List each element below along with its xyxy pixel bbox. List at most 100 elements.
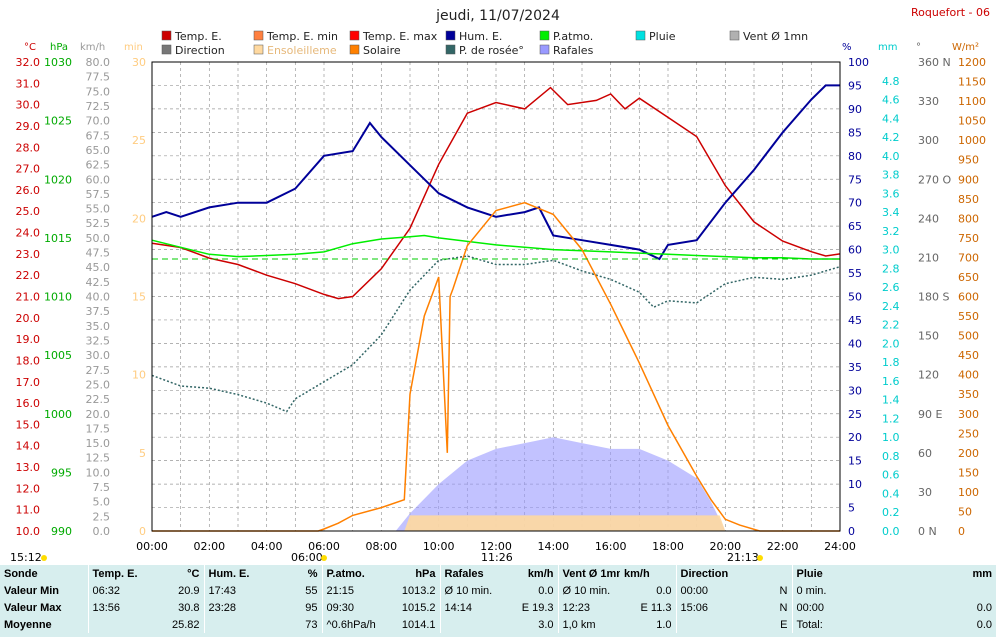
hdr-gust: Rafales <box>439 565 500 582</box>
rain-tick-label: 0.8 <box>882 450 900 463</box>
wind-tick-label: 35.0 <box>86 320 111 333</box>
chart-title: jeudi, 11/07/2024 <box>435 8 560 24</box>
press-value: 1014.1 <box>401 618 436 631</box>
humidity-tick-label: 70 <box>848 197 862 210</box>
series-hum-e--line <box>151 84 840 261</box>
series-p-atmo--line <box>151 234 840 260</box>
legend-label: Ensoleilleme <box>267 44 337 57</box>
wind-tick-label: 5.0 <box>93 496 111 509</box>
solar-tick-label: 950 <box>958 154 979 167</box>
rain-time: Total: <box>791 616 858 633</box>
x-tick-label: 20:00 <box>709 540 741 553</box>
hum-value: 73 <box>305 618 318 631</box>
solar-tick-label: 500 <box>958 330 979 343</box>
solar-axis-unit: W/m² <box>952 42 979 53</box>
wind-tick-label: 42.5 <box>86 276 111 289</box>
wind-tick-label: 45.0 <box>86 261 111 274</box>
sunshine-tick-label: 30 <box>132 56 146 69</box>
dir-time: 15:06 <box>675 599 768 616</box>
solar-tick-label: 650 <box>958 271 979 284</box>
legend-label: Temp. E. <box>174 30 222 43</box>
summary-header-row: Sonde Temp. E. °C Hum. E. % P.atmo. hPa … <box>0 565 996 582</box>
humidity-tick-label: 25 <box>848 408 862 421</box>
legend-swatch <box>445 30 456 41</box>
summary-row-min: Valeur Min 06:32 20.9 17:43 55 21:15 101… <box>0 582 996 599</box>
temp-tick-label: 14.0 <box>16 440 41 453</box>
sunrise-marker: 06:00 <box>291 551 323 564</box>
legend-swatch <box>445 44 456 55</box>
wind-tick-label: 77.5 <box>86 71 111 84</box>
humidity-axis-unit: % <box>842 42 852 53</box>
wind-tick-label: 12.5 <box>86 452 111 465</box>
sunset-marker: 21:13 <box>727 551 759 564</box>
wind-tick-label: 55.0 <box>86 203 111 216</box>
solar-tick-label: 600 <box>958 291 979 304</box>
humidity-tick-label: 100 <box>848 56 869 69</box>
legend-label: P.atmo. <box>553 30 593 43</box>
humidity-tick-label: 80 <box>848 150 862 163</box>
dir-value: N <box>779 584 788 597</box>
plot-frame <box>151 61 841 532</box>
sunshine-tick-label: 15 <box>132 291 146 304</box>
hdr-rain-unit: mm <box>972 567 992 580</box>
temp-tick-label: 15.0 <box>16 418 41 431</box>
x-tick-label: 24:00 <box>824 540 856 553</box>
x-tick-label: 02:00 <box>193 540 225 553</box>
rain-tick-label: 3.6 <box>882 187 900 200</box>
solar-tick-label: 850 <box>958 193 979 206</box>
series-ensoleilleme-area <box>152 515 840 531</box>
legend-label: Direction <box>175 44 225 57</box>
solar-tick-label: 1150 <box>958 76 986 89</box>
legend-swatch <box>539 30 550 41</box>
x-tick-label: 18:00 <box>652 540 684 553</box>
sunshine-axis-unit: min <box>124 42 143 53</box>
solar-tick-label: 1000 <box>958 134 986 147</box>
rain-tick-label: 4.2 <box>882 131 900 144</box>
wind-tick-label: 30.0 <box>86 349 111 362</box>
temp-time <box>87 616 144 633</box>
wind-time: 1,0 km <box>557 616 620 633</box>
hum-time: 23:28 <box>203 599 274 616</box>
pressure-tick-label: 995 <box>51 466 72 479</box>
solar-tick-label: 150 <box>958 466 979 479</box>
rain-tick-label: 2.8 <box>882 262 900 275</box>
solar-tick-label: 350 <box>958 388 979 401</box>
legend-swatch <box>161 44 172 55</box>
solar-tick-label: 50 <box>958 505 972 518</box>
summary-row-max: Valeur Max 13:56 30.8 23:28 95 09:30 101… <box>0 599 996 616</box>
humidity-tick-label: 20 <box>848 431 862 444</box>
humidity-tick-label: 55 <box>848 267 862 280</box>
direction-tick-label: 270 O <box>918 173 951 186</box>
hdr-press-unit: hPa <box>415 567 436 580</box>
hdr-sonde: Sonde <box>4 567 38 580</box>
series-rafales-area <box>152 437 840 531</box>
hdr-dir: Direction <box>675 565 768 582</box>
humidity-tick-label: 95 <box>848 79 862 92</box>
rain-tick-label: 2.4 <box>882 300 900 313</box>
station-name: Roquefort - 06 <box>911 6 990 19</box>
start-time-marker: 15:12 <box>10 551 42 564</box>
solar-tick-label: 700 <box>958 251 979 264</box>
start-sun-icon <box>41 555 47 561</box>
direction-tick-label: 120 <box>918 369 939 382</box>
x-tick-label: 22:00 <box>767 540 799 553</box>
rain-value: 0.0 <box>976 618 992 631</box>
series-p-de-ros-e--line <box>151 255 841 413</box>
wind-value: 1.0 <box>656 618 672 631</box>
rain-value: 0.0 <box>976 601 992 614</box>
hdr-rain: Pluie <box>791 565 858 582</box>
legend-label: Temp. E. min <box>266 30 338 43</box>
wind-tick-label: 57.5 <box>86 188 111 201</box>
rain-tick-label: 4.0 <box>882 150 900 163</box>
sunset-sun-icon <box>757 555 763 561</box>
x-tick-label: 00:00 <box>136 540 168 553</box>
wind-time: Ø 10 min. <box>557 582 620 599</box>
row-label: Valeur Max <box>4 601 62 614</box>
wind-tick-label: 25.0 <box>86 378 111 391</box>
humidity-tick-label: 0 <box>848 525 855 538</box>
wind-tick-label: 60.0 <box>86 173 111 186</box>
humidity-tick-label: 50 <box>848 291 862 304</box>
legend-label: Temp. E. max <box>362 30 438 43</box>
solar-tick-label: 400 <box>958 369 979 382</box>
temp-axis-unit: °C <box>24 42 36 53</box>
